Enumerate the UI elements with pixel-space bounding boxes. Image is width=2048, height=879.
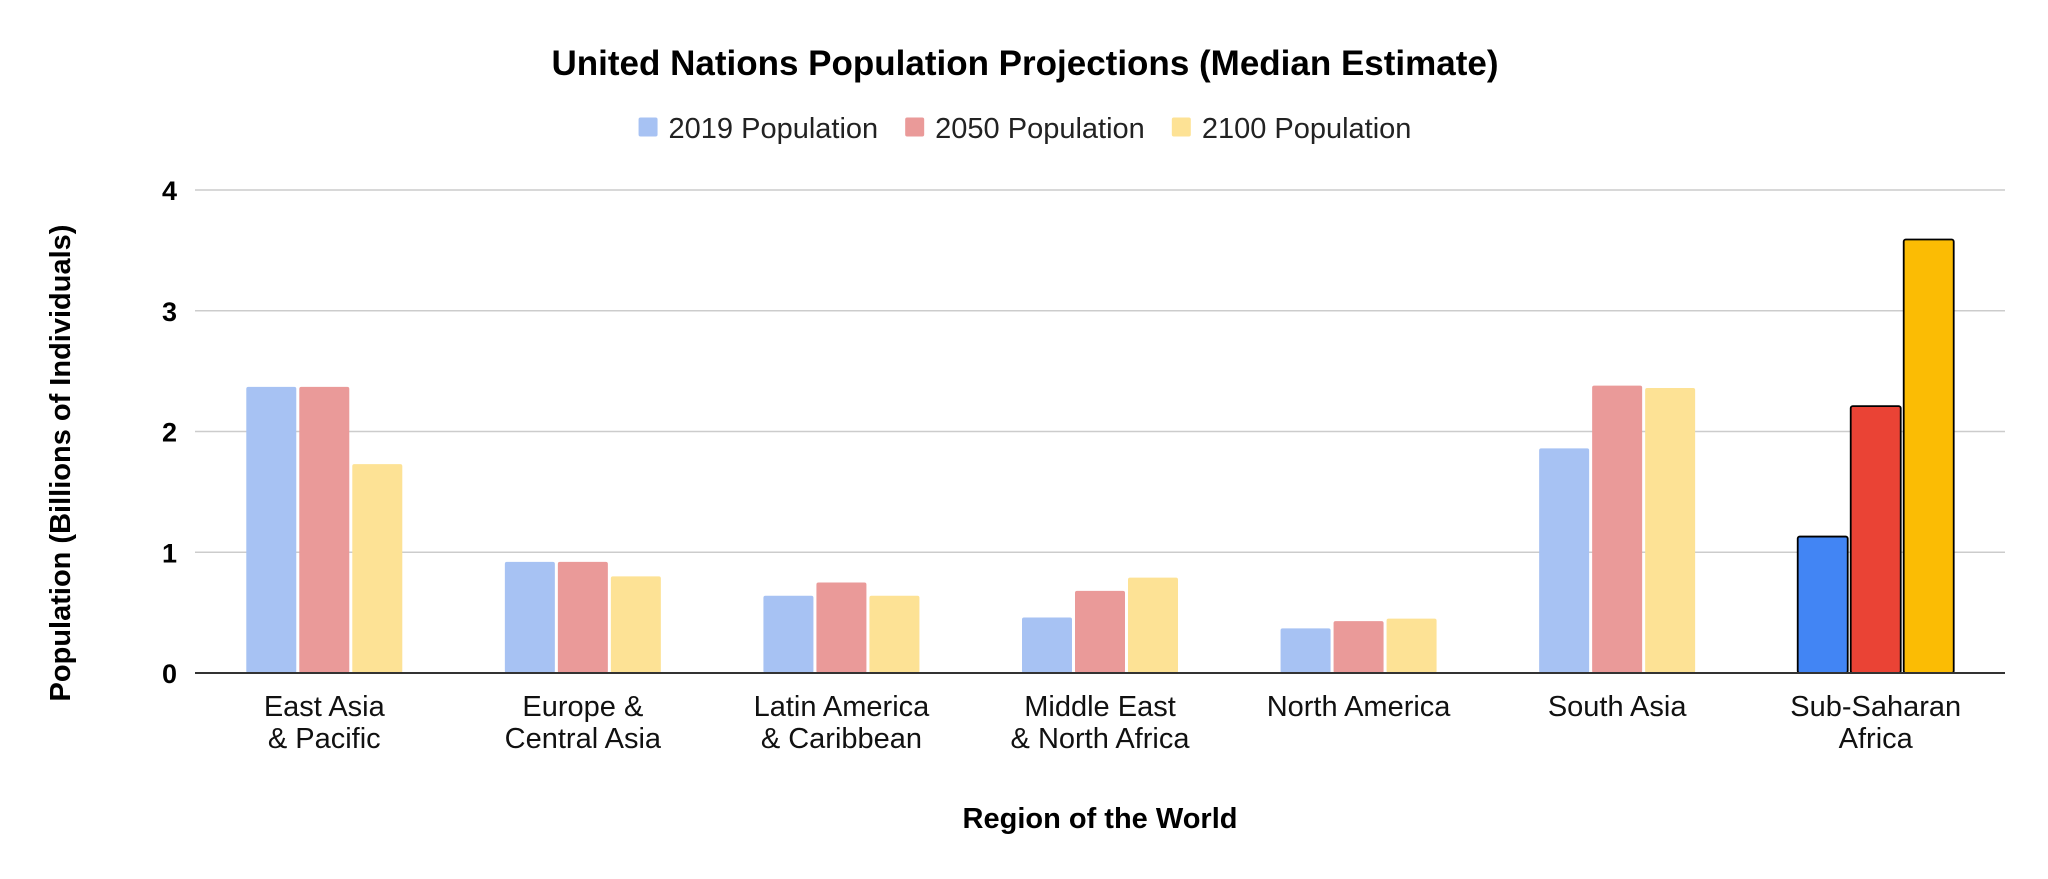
- text-layer: United Nations Population Projections (M…: [45, 44, 1961, 835]
- bar-2050-6: [1849, 405, 1902, 674]
- x-tick-line: South Asia: [1548, 691, 1688, 723]
- y-tick-label: 2: [162, 418, 177, 448]
- legend-swatch: [638, 117, 658, 137]
- bar-2100-5: [1645, 388, 1696, 673]
- bar-2050-1: [557, 561, 608, 673]
- x-tick-label: Sub-Saharan Africa: [1790, 691, 1961, 755]
- legend-item-2019: 2019 Population: [638, 113, 879, 145]
- bars-layer: [246, 238, 1955, 674]
- x-tick-line: Sub-Saharan: [1790, 691, 1961, 723]
- legend-label: 2019 Population: [669, 113, 879, 145]
- legend-item-2050: 2050 Population: [905, 113, 1145, 145]
- x-tick-line: Central Asia: [505, 723, 662, 755]
- legend-label: 2050 Population: [935, 113, 1145, 145]
- x-tick-label: Middle East & North Africa: [1011, 691, 1191, 755]
- y-tick-label: 4: [162, 176, 177, 206]
- x-tick-line: North America: [1267, 691, 1452, 723]
- y-tick-label: 0: [162, 659, 177, 689]
- bar-2100-4: [1386, 618, 1437, 673]
- y-tick-label: 1: [162, 538, 177, 568]
- bar-2019-1: [504, 561, 555, 673]
- x-tick-line: Europe &: [522, 691, 643, 723]
- bar-2019-2: [763, 595, 814, 673]
- legend-swatch: [905, 117, 925, 137]
- grid-layer: [195, 189, 2005, 553]
- chart-title: United Nations Population Projections (M…: [551, 44, 1498, 83]
- bar-2050-0: [299, 386, 350, 673]
- bar-2019-4: [1280, 628, 1331, 673]
- x-tick-label: Latin America & Caribbean: [754, 691, 931, 755]
- x-tick-label: North America: [1267, 691, 1452, 723]
- legend-label: 2100 Population: [1202, 113, 1412, 145]
- legend-swatch: [1171, 117, 1191, 137]
- bar-2100-3: [1128, 577, 1178, 673]
- legend-item-2100: 2100 Population: [1171, 113, 1412, 145]
- bar-2019-3: [1022, 617, 1072, 673]
- y-tick-label: 3: [162, 297, 177, 327]
- x-tick-line: East Asia: [264, 691, 386, 723]
- bar-2050-3: [1075, 590, 1125, 673]
- x-tick-line: Latin America: [754, 691, 931, 723]
- x-tick-line: & North Africa: [1011, 723, 1191, 755]
- bar-2100-0: [352, 464, 403, 673]
- y-axis-title: Population (Billions of Individuals): [45, 225, 77, 702]
- bar-2050-4: [1333, 621, 1384, 673]
- bar-2100-2: [869, 595, 920, 673]
- bar-2019-0: [246, 386, 297, 673]
- x-tick-label: South Asia: [1548, 691, 1688, 723]
- x-tick-label: Europe & Central Asia: [505, 691, 662, 755]
- x-tick-line: Middle East: [1024, 691, 1176, 723]
- x-tick-line: Africa: [1839, 723, 1914, 755]
- bar-2019-5: [1539, 448, 1590, 673]
- x-axis-title: Region of the World: [963, 803, 1238, 835]
- bar-2019-6: [1796, 535, 1849, 674]
- legend: 2019 Population 2050 Population 2100 Popul…: [638, 113, 1412, 145]
- bar-2100-1: [610, 576, 661, 673]
- x-tick-line: & Pacific: [268, 723, 381, 755]
- x-tick-line: & Caribbean: [761, 723, 922, 755]
- x-tick-label: East Asia & Pacific: [264, 691, 386, 755]
- bar-2050-2: [816, 582, 867, 673]
- bar-2100-6: [1902, 238, 1955, 674]
- bar-2050-5: [1592, 385, 1643, 673]
